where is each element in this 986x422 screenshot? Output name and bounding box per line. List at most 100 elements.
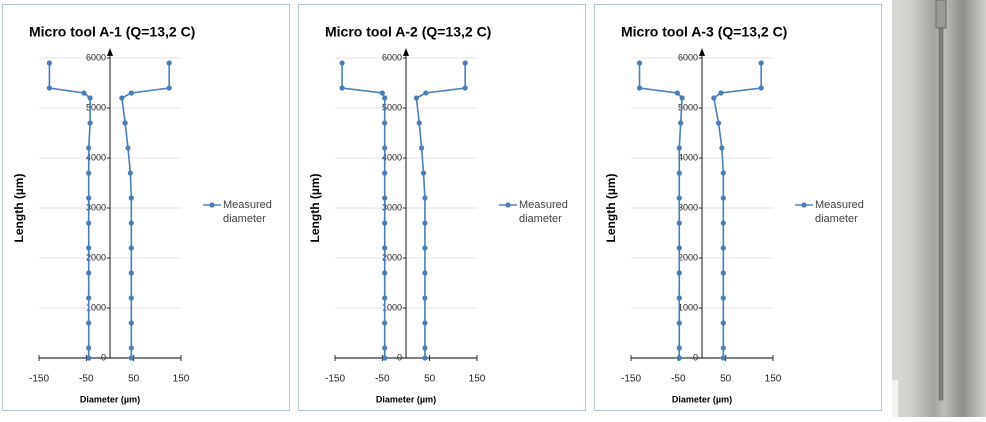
- data-point: [423, 90, 429, 96]
- data-point: [166, 60, 172, 66]
- data-point: [636, 85, 643, 91]
- data-point: [720, 170, 726, 176]
- data-point: [422, 245, 428, 251]
- data-point: [636, 60, 643, 66]
- data-point: [676, 245, 682, 251]
- data-point: [676, 270, 682, 276]
- data-point: [382, 95, 388, 101]
- data-point: [382, 195, 388, 201]
- x-tick-label: -150: [621, 374, 641, 385]
- y-tick-label: 5000: [382, 102, 402, 112]
- data-point: [720, 355, 726, 361]
- x-tick-label: -150: [325, 374, 345, 385]
- data-point: [119, 95, 125, 101]
- series-line: [48, 63, 170, 358]
- y-tick-label: 5000: [86, 102, 106, 112]
- x-tick-label: 150: [469, 374, 486, 385]
- y-axis-label: Length (µm): [604, 174, 618, 243]
- data-point: [86, 195, 92, 201]
- data-point: [678, 120, 684, 126]
- data-point: [422, 195, 428, 201]
- x-axis-label: Diameter (µm): [672, 394, 732, 404]
- data-point: [720, 245, 726, 251]
- data-point: [382, 355, 388, 361]
- chart-panel: Micro tool A-1 (Q=13,2 C) Length (µm) Diam…: [2, 4, 290, 411]
- chart: Micro tool A-3 (Q=13,2 C) Length (µm) Diam…: [604, 24, 813, 404]
- x-tick-label: -50: [79, 374, 94, 385]
- data-point: [676, 145, 682, 151]
- data-point: [674, 90, 680, 96]
- legend-swatch-point: [505, 202, 511, 208]
- data-point: [720, 295, 726, 301]
- data-point: [382, 270, 388, 276]
- x-axis-label: Diameter (µm): [376, 394, 436, 404]
- chart: Micro tool A-1 (Q=13,2 C) Length (µm) Diam…: [12, 24, 221, 404]
- y-axis-arrow: [403, 48, 409, 56]
- photo-drawing: [892, 0, 947, 417]
- data-point: [676, 345, 682, 351]
- data-point: [128, 320, 134, 326]
- data-point: [86, 320, 92, 326]
- data-point: [86, 345, 92, 351]
- data-point: [382, 220, 388, 226]
- y-tick-label: 3000: [678, 202, 698, 212]
- data-point: [125, 145, 131, 151]
- data-point: [128, 295, 134, 301]
- legend-swatch-point: [209, 202, 215, 208]
- data-point: [715, 120, 722, 126]
- data-point: [676, 220, 682, 226]
- data-point: [720, 270, 726, 276]
- x-tick-label: 50: [424, 374, 436, 385]
- chart-panel: Micro tool A-2 (Q=13,2 C) Length (µm) Diam…: [298, 4, 586, 411]
- y-tick-label: 2000: [382, 252, 402, 262]
- data-point: [758, 60, 764, 66]
- data-point: [46, 85, 53, 91]
- y-tick-label: 0: [693, 352, 698, 362]
- data-point: [419, 145, 425, 151]
- data-point: [413, 95, 420, 101]
- y-tick-label: 4000: [678, 152, 698, 162]
- data-point: [718, 90, 724, 96]
- data-point: [81, 90, 87, 96]
- data-point: [382, 245, 388, 251]
- data-point: [676, 355, 682, 361]
- data-point: [382, 345, 388, 351]
- y-tick-label: 2000: [86, 252, 106, 262]
- chart: Micro tool A-2 (Q=13,2 C) Length (µm) Diam…: [308, 24, 517, 404]
- y-axis-arrow: [107, 48, 113, 56]
- y-tick-label: 3000: [382, 202, 402, 212]
- x-tick-label: -50: [375, 374, 390, 385]
- legend-label: Measured diameter: [815, 199, 864, 225]
- scale-bar: [892, 380, 898, 417]
- data-point: [382, 320, 388, 326]
- y-tick-label: 4000: [382, 152, 402, 162]
- y-axis-arrow: [699, 48, 705, 56]
- y-axis-label: Length (µm): [12, 174, 26, 243]
- x-tick-label: 50: [128, 374, 140, 385]
- data-point: [420, 170, 427, 176]
- data-point: [676, 195, 682, 201]
- data-point: [676, 295, 682, 301]
- y-tick-label: 6000: [86, 52, 106, 62]
- data-point: [46, 60, 53, 66]
- data-point: [382, 295, 388, 301]
- x-tick-label: 150: [173, 374, 190, 385]
- data-point: [422, 295, 428, 301]
- y-tick-label: 2000: [678, 252, 698, 262]
- data-point: [720, 220, 726, 226]
- data-point: [86, 220, 92, 226]
- x-tick-label: 150: [765, 374, 782, 385]
- data-point: [128, 245, 134, 251]
- x-axis-label: Diameter (µm): [80, 394, 140, 404]
- data-point: [422, 355, 428, 361]
- data-point: [676, 320, 682, 326]
- tool-shank: [935, 0, 947, 29]
- data-point: [720, 345, 726, 351]
- data-point: [422, 320, 428, 326]
- x-tick-label: -50: [671, 374, 686, 385]
- legend: Measured diameter: [815, 198, 875, 226]
- data-point: [86, 295, 92, 301]
- y-tick-label: 1000: [678, 302, 698, 312]
- data-point: [382, 170, 388, 176]
- series-line: [341, 63, 466, 358]
